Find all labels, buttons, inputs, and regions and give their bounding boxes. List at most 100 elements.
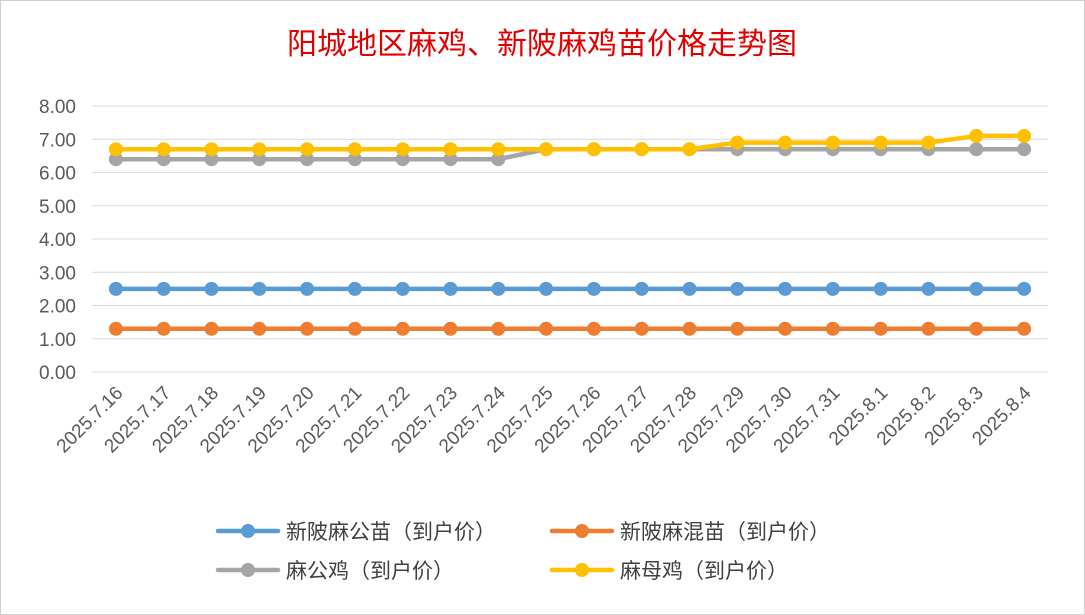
data-point	[252, 152, 267, 167]
data-point	[921, 281, 936, 296]
data-point	[347, 281, 362, 296]
data-point	[395, 152, 410, 167]
data-point	[395, 142, 410, 157]
x-axis-ticks: 2025.7.162025.7.172025.7.182025.7.192025…	[53, 382, 1036, 457]
data-point	[1017, 142, 1032, 157]
data-point	[300, 152, 315, 167]
data-point	[204, 321, 219, 336]
y-tick-label: 8.00	[39, 97, 76, 118]
series-line	[113, 133, 1027, 152]
data-point	[825, 281, 840, 296]
data-point	[778, 321, 793, 336]
y-tick-label: 0.00	[39, 363, 76, 384]
data-point	[921, 135, 936, 150]
data-point	[825, 135, 840, 150]
chart-title: 阳城地区麻鸡、新陂麻鸡苗价格走势图	[287, 27, 797, 62]
series-0	[108, 281, 1032, 296]
data-point	[108, 152, 123, 167]
data-point	[730, 321, 745, 336]
data-point	[969, 281, 984, 296]
data-point	[300, 142, 315, 157]
gridlines	[92, 105, 1048, 373]
data-point	[969, 321, 984, 336]
data-point	[730, 281, 745, 296]
series-1	[108, 321, 1032, 336]
legend-marker	[575, 563, 589, 577]
data-point	[156, 142, 171, 157]
data-point	[969, 142, 984, 157]
data-point	[443, 321, 458, 336]
data-point	[204, 142, 219, 157]
data-point	[730, 135, 745, 150]
data-point	[1017, 281, 1032, 296]
data-point	[347, 152, 362, 167]
data-point	[778, 135, 793, 150]
data-point	[443, 281, 458, 296]
legend-label: 新陂麻公苗（到户价）	[286, 520, 496, 544]
data-point	[682, 142, 697, 157]
y-tick-label: 5.00	[39, 197, 76, 218]
data-point	[443, 142, 458, 157]
data-point	[634, 281, 649, 296]
data-point	[921, 321, 936, 336]
y-tick-label: 4.00	[39, 230, 76, 251]
legend-marker	[241, 563, 255, 577]
data-point	[347, 321, 362, 336]
data-point	[108, 281, 123, 296]
data-point	[682, 321, 697, 336]
data-point	[443, 152, 458, 167]
data-point	[491, 321, 506, 336]
data-point	[252, 321, 267, 336]
y-tick-label: 7.00	[39, 130, 76, 151]
data-point	[778, 281, 793, 296]
data-point	[634, 321, 649, 336]
data-point	[539, 321, 554, 336]
series-2	[108, 142, 1032, 167]
legend-label: 麻公鸡（到户价）	[286, 559, 454, 583]
legend-label: 麻母鸡（到户价）	[620, 559, 788, 583]
legend-item-2: 麻公鸡（到户价）	[215, 559, 454, 583]
data-point	[491, 152, 506, 167]
legend-item-0: 新陂麻公苗（到户价）	[215, 520, 496, 544]
data-point	[156, 321, 171, 336]
data-point	[491, 142, 506, 157]
data-point	[252, 142, 267, 157]
legend: 新陂麻公苗（到户价） 新陂麻混苗（到户价） 麻公鸡（到户价） 麻母鸡（到户价）	[215, 520, 830, 583]
data-point	[586, 142, 601, 157]
data-point	[682, 281, 697, 296]
y-tick-label: 6.00	[39, 164, 76, 185]
data-point	[300, 281, 315, 296]
legend-marker	[241, 524, 255, 538]
data-point	[204, 152, 219, 167]
data-point	[586, 281, 601, 296]
series-group	[108, 128, 1032, 336]
data-point	[873, 321, 888, 336]
data-point	[395, 281, 410, 296]
data-point	[156, 281, 171, 296]
data-point	[634, 142, 649, 157]
data-point	[825, 321, 840, 336]
data-point	[347, 142, 362, 157]
data-point	[586, 321, 601, 336]
data-point	[491, 281, 506, 296]
data-point	[252, 281, 267, 296]
data-point	[539, 142, 554, 157]
data-point	[395, 321, 410, 336]
data-point	[156, 152, 171, 167]
data-point	[969, 128, 984, 143]
data-point	[539, 281, 554, 296]
data-point	[1017, 321, 1032, 336]
legend-item-3: 麻母鸡（到户价）	[549, 559, 788, 583]
data-point	[873, 281, 888, 296]
data-point	[204, 281, 219, 296]
data-point	[300, 321, 315, 336]
y-tick-label: 2.00	[39, 297, 76, 318]
legend-label: 新陂麻混苗（到户价）	[620, 520, 830, 544]
data-point	[873, 135, 888, 150]
legend-marker	[575, 524, 589, 538]
y-axis-ticks: 0.00 1.00 2.00 3.00 4.00 5.00 6.00 7.00 8.00	[39, 97, 76, 384]
legend-item-1: 新陂麻混苗（到户价）	[549, 520, 830, 544]
data-point	[1017, 128, 1032, 143]
